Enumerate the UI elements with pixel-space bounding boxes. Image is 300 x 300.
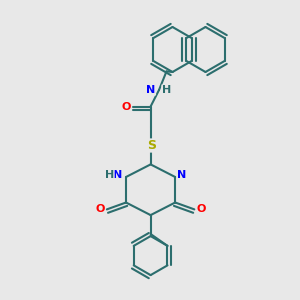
Text: O: O [95, 204, 105, 214]
Text: H: H [105, 169, 114, 180]
Text: N: N [146, 85, 155, 95]
Text: H: H [162, 85, 171, 95]
Text: S: S [147, 139, 156, 152]
Text: N: N [177, 169, 186, 180]
Text: O: O [196, 204, 206, 214]
Text: N: N [113, 169, 122, 180]
Text: O: O [121, 101, 130, 112]
